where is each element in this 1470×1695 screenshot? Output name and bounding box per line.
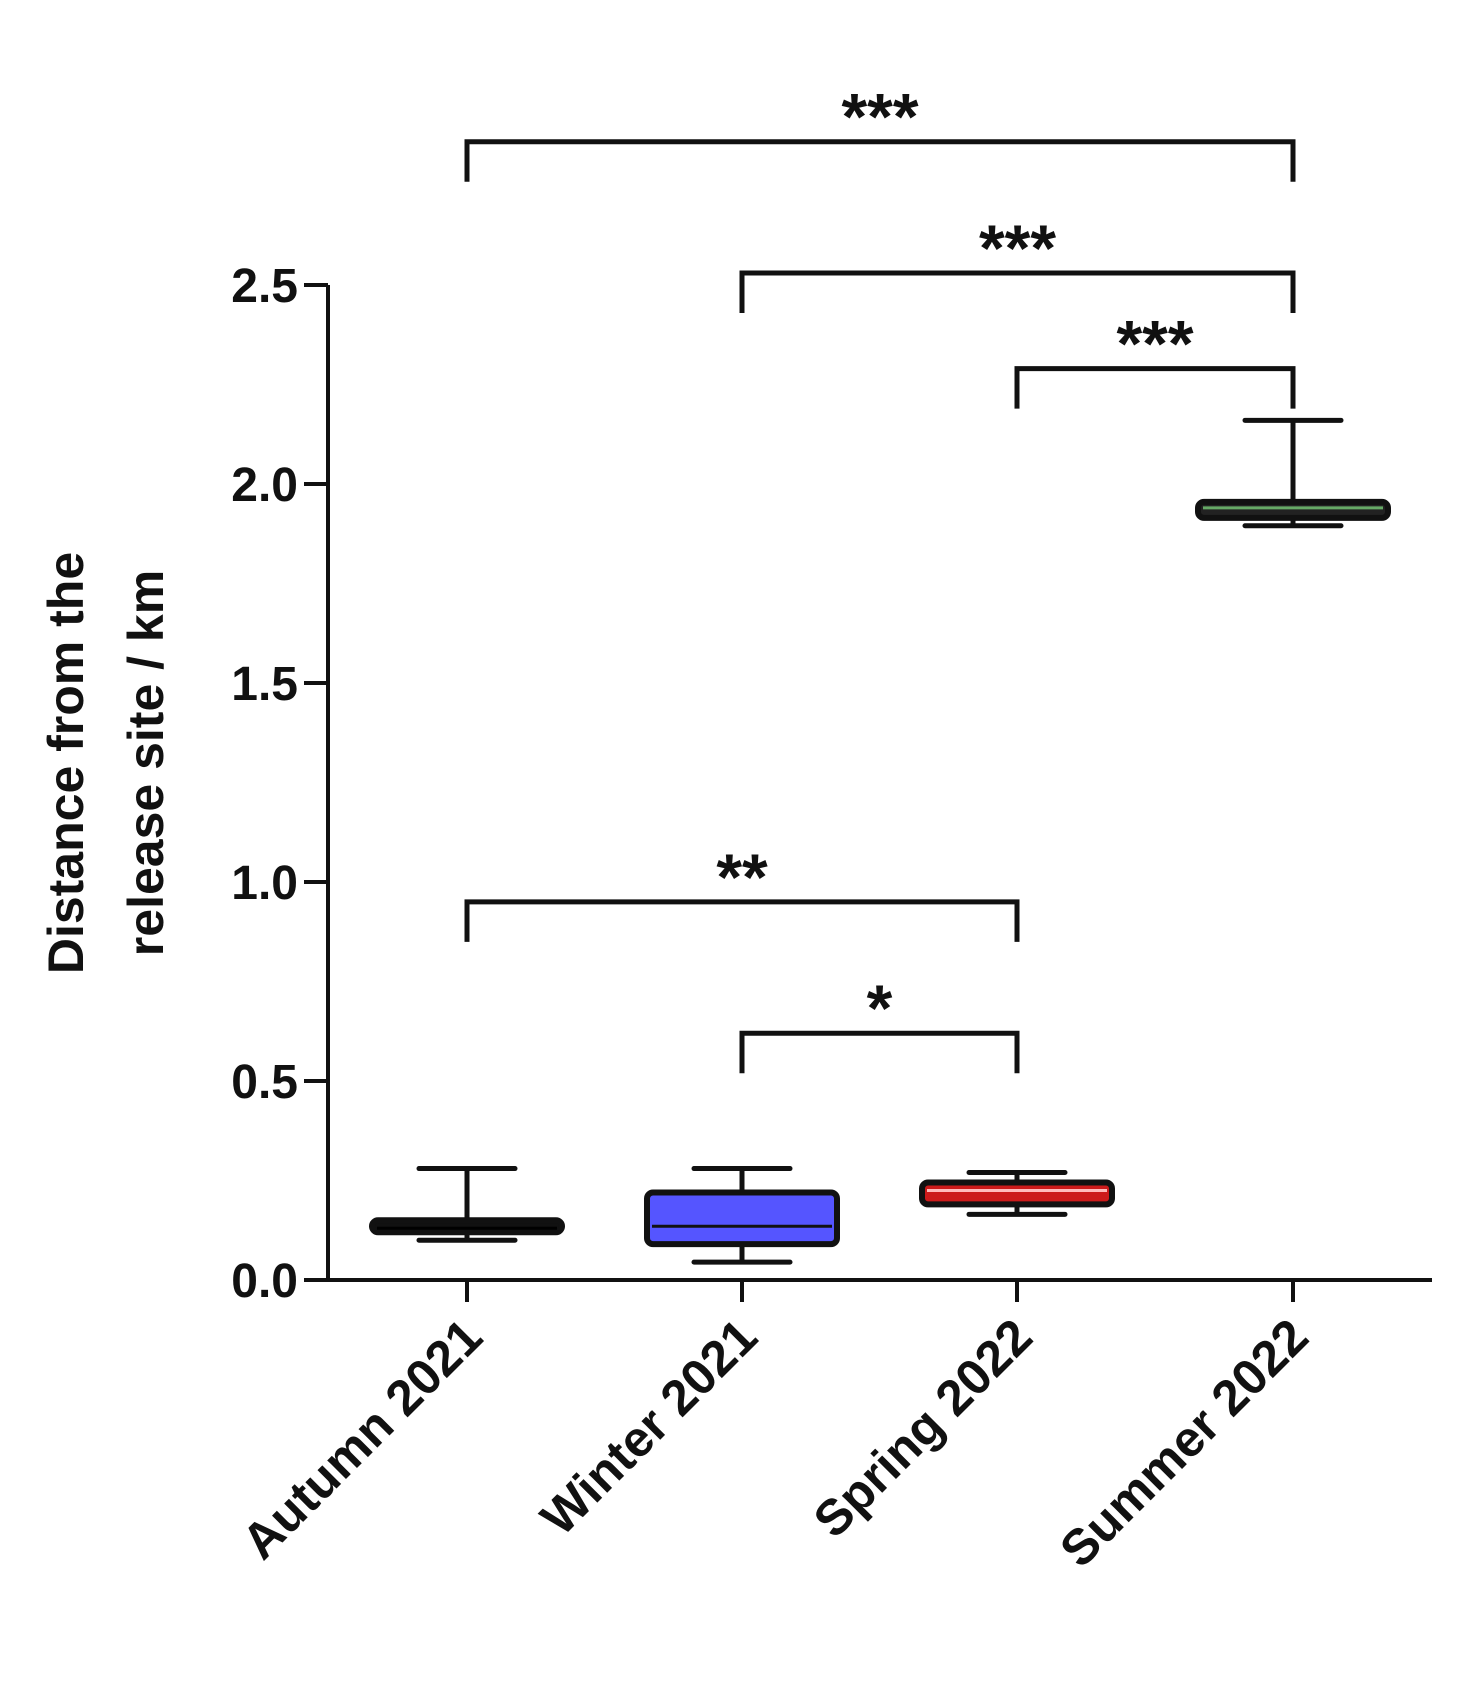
x-tick-label: Summer 2022 <box>1049 1308 1319 1578</box>
box-iqr <box>369 1217 565 1236</box>
significance-bracket: *** <box>1014 307 1296 409</box>
bracket-line <box>464 139 1296 182</box>
significance-bracket: *** <box>739 211 1296 314</box>
bracket-line <box>739 1030 1020 1074</box>
x-tick-label: Autumn 2021 <box>231 1308 493 1570</box>
box-plot-winter-2021 <box>644 1166 840 1265</box>
bracket-line <box>464 899 1020 942</box>
box-plot-summer-2022 <box>1195 417 1391 529</box>
box-plot-autumn-2021 <box>369 1166 565 1243</box>
y-tick-label: 1.5 <box>231 658 298 711</box>
significance-brackets: ************ <box>464 80 1296 1074</box>
significance-label: * <box>867 971 893 1045</box>
box-plot-spring-2022 <box>919 1170 1115 1217</box>
box-plots <box>369 417 1391 1265</box>
bracket-line <box>1014 366 1296 409</box>
x-tick-label: Spring 2022 <box>803 1308 1043 1548</box>
y-tick-label: 0.0 <box>231 1255 298 1308</box>
x-axis-ticks: Autumn 2021 Winter 2021 Spring 2022 Summer … <box>231 1280 1319 1578</box>
significance-bracket: ** <box>464 840 1020 942</box>
y-tick-label: 2.5 <box>231 260 298 313</box>
y-axis-ticks: 0.0 0.5 1.0 1.5 2.0 2.5 <box>231 260 328 1308</box>
axes <box>326 285 1432 1282</box>
box-iqr <box>1195 498 1391 521</box>
y-tick-label: 0.5 <box>231 1056 298 1109</box>
significance-bracket: *** <box>464 80 1296 182</box>
y-axis-title-line-2: release site / km <box>118 570 174 956</box>
significance-bracket: * <box>739 971 1020 1074</box>
x-tick-label: Winter 2021 <box>530 1308 768 1546</box>
box-iqr <box>919 1179 1115 1208</box>
bracket-line <box>739 270 1296 314</box>
significance-label: *** <box>1116 307 1193 381</box>
significance-label: *** <box>979 211 1056 285</box>
y-tick-label: 1.0 <box>231 857 298 910</box>
y-axis-title-line-1: Distance from the <box>38 552 94 974</box>
box-iqr <box>644 1189 840 1248</box>
y-tick-label: 2.0 <box>231 459 298 512</box>
significance-label: ** <box>716 840 768 914</box>
significance-label: *** <box>841 80 918 154</box>
